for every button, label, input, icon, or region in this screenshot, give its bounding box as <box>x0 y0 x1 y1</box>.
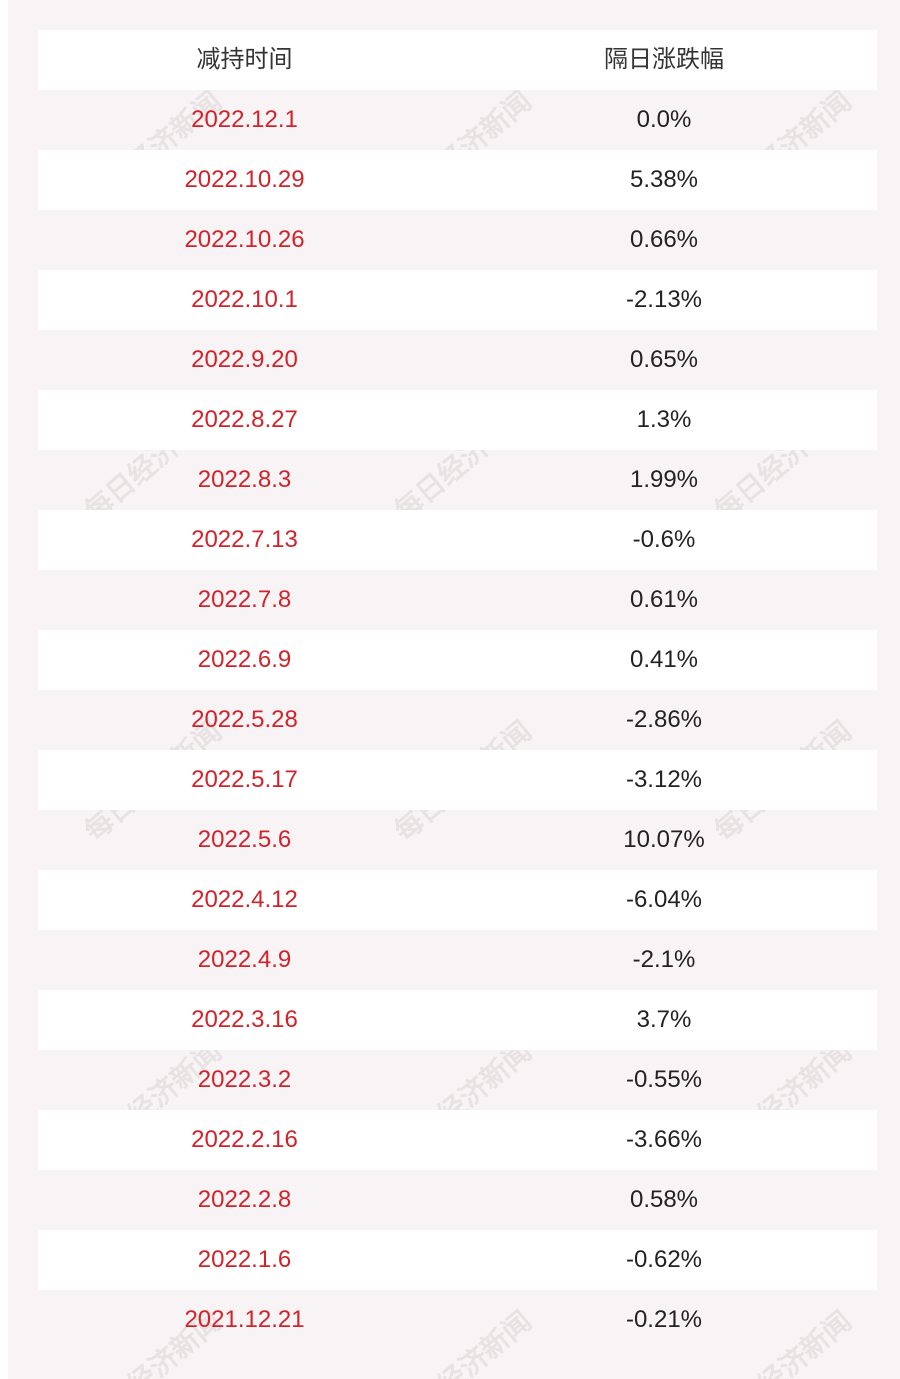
table-row: 2022.10.1 -2.13% <box>38 270 877 330</box>
row-change: 5.38% <box>629 166 699 193</box>
row-date: 2022.3.16 <box>191 1006 298 1033</box>
table-row: 2022.3.2 -0.55% <box>38 1050 877 1110</box>
row-change: 0.65% <box>629 346 699 373</box>
table-row: 2022.8.27 1.3% <box>38 390 877 450</box>
row-change: 0.61% <box>629 586 699 613</box>
row-date: 2022.7.13 <box>191 526 298 553</box>
row-change: 10.07% <box>623 826 705 853</box>
sell-down-table: 减持时间 隔日涨跌幅 2022.12.1 0.0% 2022.10.29 5.38% 2… <box>38 30 877 1350</box>
table-row: 2022.7.13 -0.6% <box>38 510 877 570</box>
table-panel: 每日经济新闻 每日经济新闻 每日经济新闻 每日经济新闻 每日经济新闻 每日经济新闻 每日经济… <box>8 0 900 1379</box>
row-date: 2022.8.27 <box>191 406 298 433</box>
table-row: 2022.4.9 -2.1% <box>38 930 877 990</box>
table-row: 2022.10.26 0.66% <box>38 210 877 270</box>
row-date: 2022.10.26 <box>184 226 305 253</box>
row-change: 0.58% <box>629 1186 699 1213</box>
table-row: 2021.12.21 -0.21% <box>38 1290 877 1350</box>
row-date: 2022.2.8 <box>197 1186 292 1213</box>
row-change: -2.13% <box>625 286 703 313</box>
row-change: -0.55% <box>625 1066 703 1093</box>
row-change: 1.3% <box>636 406 692 433</box>
table-row: 2022.8.3 1.99% <box>38 450 877 510</box>
row-date: 2022.3.2 <box>197 1066 292 1093</box>
row-change: 3.7% <box>636 1006 692 1033</box>
row-date: 2022.1.6 <box>197 1246 292 1273</box>
row-date: 2022.5.17 <box>191 766 298 793</box>
row-change: -0.62% <box>625 1246 703 1273</box>
table-row: 2022.12.1 0.0% <box>38 90 877 150</box>
row-date: 2022.9.20 <box>191 346 298 373</box>
table-row: 2022.10.29 5.38% <box>38 150 877 210</box>
row-change: -3.66% <box>625 1126 703 1153</box>
header-change: 隔日涨跌幅 <box>604 46 724 73</box>
table-row: 2022.5.17 -3.12% <box>38 750 877 810</box>
row-date: 2022.4.9 <box>197 946 292 973</box>
table-header-row: 减持时间 隔日涨跌幅 <box>38 30 877 90</box>
table-row: 2022.6.9 0.41% <box>38 630 877 690</box>
row-date: 2022.6.9 <box>197 646 292 673</box>
row-change: -2.1% <box>632 946 696 973</box>
row-change: -2.86% <box>625 706 703 733</box>
table-row: 2022.5.28 -2.86% <box>38 690 877 750</box>
row-change: 0.41% <box>629 646 699 673</box>
row-change: -0.21% <box>625 1306 703 1333</box>
table-row: 2022.2.16 -3.66% <box>38 1110 877 1170</box>
table-body: 2022.12.1 0.0% 2022.10.29 5.38% 2022.10.26 0.… <box>38 90 877 1350</box>
row-date: 2022.12.1 <box>191 106 298 133</box>
table-row: 2022.1.6 -0.62% <box>38 1230 877 1290</box>
row-change: -6.04% <box>625 886 703 913</box>
table-row: 2022.9.20 0.65% <box>38 330 877 390</box>
row-change: 1.99% <box>629 466 699 493</box>
table-row: 2022.7.8 0.61% <box>38 570 877 630</box>
header-date: 减持时间 <box>196 46 293 73</box>
row-date: 2022.10.1 <box>191 286 298 313</box>
row-date: 2022.7.8 <box>197 586 292 613</box>
row-date: 2022.5.28 <box>191 706 298 733</box>
row-change: -3.12% <box>625 766 703 793</box>
row-change: 0.66% <box>629 226 699 253</box>
table-row: 2022.4.12 -6.04% <box>38 870 877 930</box>
row-date: 2021.12.21 <box>184 1306 305 1333</box>
table-row: 2022.3.16 3.7% <box>38 990 877 1050</box>
row-change: 0.0% <box>636 106 692 133</box>
table-row: 2022.5.6 10.07% <box>38 810 877 870</box>
row-date: 2022.8.3 <box>197 466 292 493</box>
row-date: 2022.4.12 <box>191 886 298 913</box>
row-date: 2022.10.29 <box>184 166 305 193</box>
row-date: 2022.5.6 <box>197 826 292 853</box>
row-change: -0.6% <box>632 526 696 553</box>
table-row: 2022.2.8 0.58% <box>38 1170 877 1230</box>
row-date: 2022.2.16 <box>191 1126 298 1153</box>
